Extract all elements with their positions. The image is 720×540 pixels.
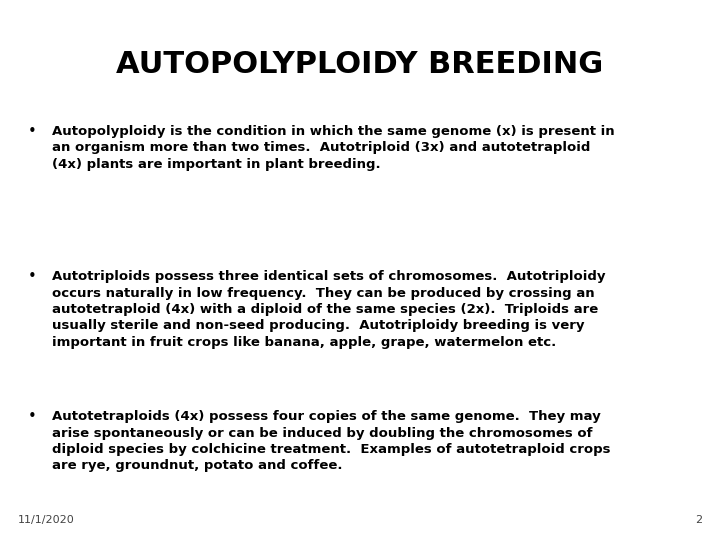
Text: 2: 2: [695, 515, 702, 525]
Text: (4x) plants are important in plant breeding.: (4x) plants are important in plant breed…: [52, 158, 381, 171]
Text: •: •: [27, 409, 37, 424]
Text: •: •: [27, 269, 37, 284]
Text: usually sterile and non-seed producing.  Autotriploidy breeding is very: usually sterile and non-seed producing. …: [52, 320, 585, 333]
Text: are rye, groundnut, potato and coffee.: are rye, groundnut, potato and coffee.: [52, 460, 343, 472]
Text: diploid species by colchicine treatment.  Examples of autotetraploid crops: diploid species by colchicine treatment.…: [52, 443, 611, 456]
Text: 11/1/2020: 11/1/2020: [18, 515, 75, 525]
Text: important in fruit crops like banana, apple, grape, watermelon etc.: important in fruit crops like banana, ap…: [52, 336, 557, 349]
Text: Autopolyploidy is the condition in which the same genome (x) is present in: Autopolyploidy is the condition in which…: [52, 125, 615, 138]
Text: Autotetraploids (4x) possess four copies of the same genome.  They may: Autotetraploids (4x) possess four copies…: [52, 410, 600, 423]
Text: Autotriploids possess three identical sets of chromosomes.  Autotriploidy: Autotriploids possess three identical se…: [52, 270, 606, 283]
Text: •: •: [27, 124, 37, 139]
Text: occurs naturally in low frequency.  They can be produced by crossing an: occurs naturally in low frequency. They …: [52, 287, 595, 300]
Text: AUTOPOLYPLOIDY BREEDING: AUTOPOLYPLOIDY BREEDING: [117, 50, 603, 79]
Text: autotetraploid (4x) with a diploid of the same species (2x).  Triploids are: autotetraploid (4x) with a diploid of th…: [52, 303, 598, 316]
Text: arise spontaneously or can be induced by doubling the chromosomes of: arise spontaneously or can be induced by…: [52, 427, 593, 440]
Text: an organism more than two times.  Autotriploid (3x) and autotetraploid: an organism more than two times. Autotri…: [52, 141, 590, 154]
